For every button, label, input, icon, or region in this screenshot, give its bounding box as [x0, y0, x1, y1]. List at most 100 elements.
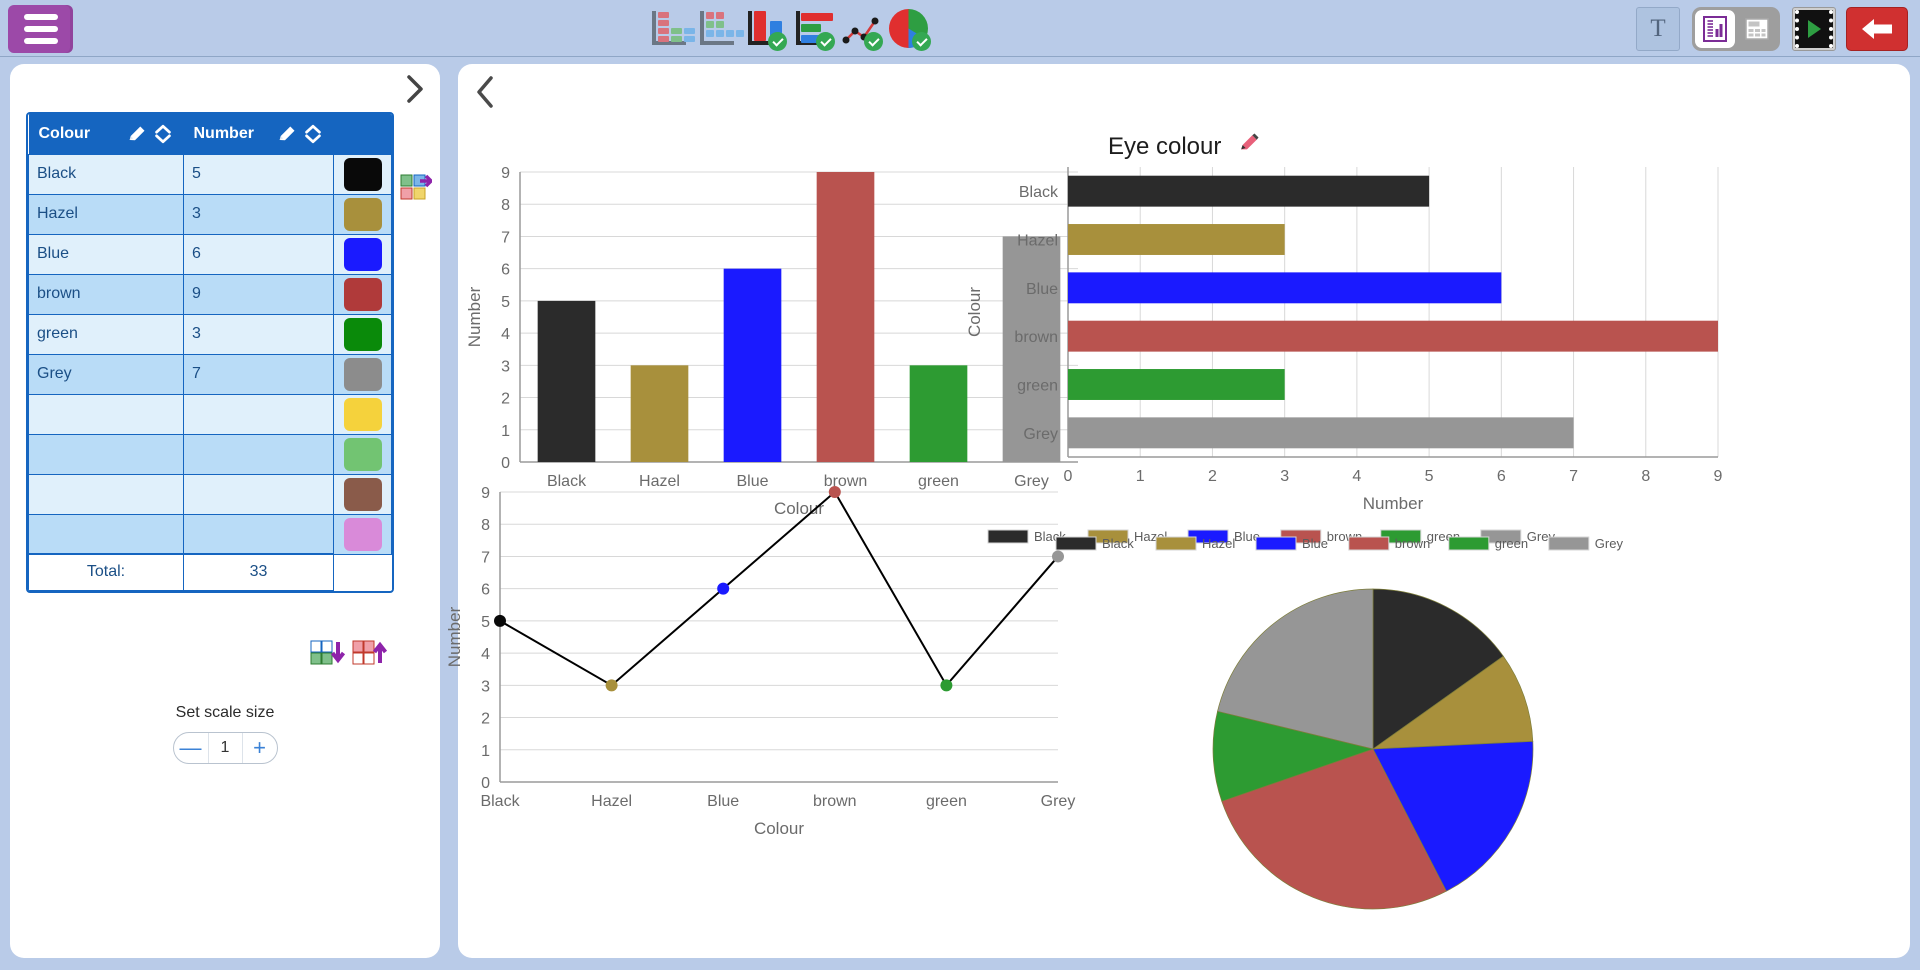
line-chart-tool[interactable] [837, 5, 884, 52]
bar[interactable] [1068, 320, 1718, 352]
bar[interactable] [1068, 224, 1285, 255]
cell-colour[interactable] [28, 513, 184, 555]
pie-slice[interactable] [1372, 741, 1534, 892]
cell-colour[interactable]: Grey [28, 353, 184, 395]
cell-number[interactable]: 6 [183, 233, 334, 275]
pie-slice[interactable] [1217, 588, 1374, 750]
table-view-toggle[interactable] [1737, 10, 1777, 48]
chart-view-toggle[interactable] [1695, 9, 1735, 48]
cell-number[interactable]: 5 [183, 153, 334, 195]
back-button[interactable] [1846, 6, 1908, 51]
cell-number[interactable] [183, 433, 334, 475]
cell-colour[interactable]: Black [28, 153, 184, 195]
cell-colour[interactable] [28, 433, 184, 475]
cell-swatch[interactable] [333, 273, 392, 315]
move-row-up-button[interactable] [352, 639, 388, 669]
cell-number[interactable]: 3 [183, 313, 334, 355]
cell-number[interactable] [183, 513, 334, 555]
edit-title-button[interactable] [1238, 132, 1260, 161]
cell-colour[interactable]: Hazel [28, 193, 184, 235]
legend-swatch [1348, 536, 1390, 551]
bar[interactable] [1068, 272, 1502, 304]
data-point[interactable] [1052, 550, 1064, 563]
pie-slice[interactable] [1371, 655, 1534, 750]
pie-slice[interactable] [1212, 710, 1375, 802]
column-header-number[interactable]: Number [183, 114, 334, 154]
menu-button[interactable] [8, 5, 73, 53]
bar[interactable] [1068, 417, 1574, 449]
scale-size-stepper[interactable]: — 1 + [172, 732, 278, 764]
x-tick-label: 2 [1208, 468, 1217, 485]
sort-updown-icon[interactable] [302, 123, 324, 145]
data-point[interactable] [494, 614, 506, 627]
cell-swatch[interactable] [333, 313, 392, 355]
bar[interactable] [723, 268, 782, 462]
table-header-row: Colour Num [28, 114, 392, 154]
colour-swatch[interactable] [343, 317, 382, 351]
cell-colour[interactable]: green [28, 313, 184, 355]
cell-swatch[interactable] [333, 153, 392, 195]
cell-colour[interactable]: brown [28, 273, 184, 315]
cell-swatch[interactable] [333, 353, 392, 395]
data-point[interactable] [605, 679, 618, 692]
pie-chart-tool[interactable] [885, 5, 932, 52]
cell-colour[interactable] [28, 393, 184, 435]
pie-slice[interactable] [1221, 748, 1447, 910]
colour-swatch[interactable] [343, 237, 382, 271]
pie-slice[interactable] [1372, 588, 1504, 750]
move-row-down-button[interactable] [310, 639, 346, 669]
edit-pencil-icon[interactable] [276, 123, 298, 145]
bar[interactable] [816, 172, 875, 462]
data-point[interactable] [828, 486, 841, 498]
cell-swatch[interactable] [333, 193, 392, 235]
colour-swatch[interactable] [343, 517, 382, 551]
x-tick-label: 9 [1714, 468, 1723, 485]
bar[interactable] [909, 365, 968, 462]
cell-number[interactable]: 3 [183, 193, 334, 235]
colour-swatch[interactable] [343, 197, 382, 231]
colour-swatch[interactable] [343, 357, 382, 391]
bar[interactable] [537, 300, 596, 462]
colour-swatch[interactable] [343, 397, 382, 431]
cell-swatch[interactable] [333, 433, 392, 475]
cell-number[interactable] [183, 473, 334, 515]
block-chart-tool[interactable] [693, 5, 744, 52]
collapse-sidebar-button[interactable] [400, 72, 430, 106]
cell-swatch[interactable] [333, 393, 392, 435]
bar[interactable] [1068, 175, 1430, 207]
colour-swatch[interactable] [343, 477, 382, 511]
bar[interactable] [630, 365, 689, 462]
cell-number[interactable]: 7 [183, 353, 334, 395]
x-tick-label: Grey [1014, 473, 1049, 490]
cell-colour[interactable] [28, 473, 184, 515]
bar-chart-tool[interactable] [741, 5, 788, 52]
move-row-down-icon [310, 640, 346, 665]
text-tool-button[interactable]: T [1636, 6, 1680, 51]
edit-pencil-icon[interactable] [126, 123, 148, 145]
chart-panel-back-button[interactable] [472, 74, 498, 110]
colour-swatch[interactable] [343, 157, 382, 191]
cell-number[interactable]: 9 [183, 273, 334, 315]
data-point[interactable] [940, 679, 953, 692]
data-point[interactable] [717, 582, 730, 595]
cell-swatch[interactable] [333, 473, 392, 515]
cell-colour[interactable]: Blue [28, 233, 184, 275]
cell-number[interactable] [183, 393, 334, 435]
pictogram-chart-icon [652, 11, 695, 45]
pictogram-chart-tool[interactable] [645, 5, 695, 52]
cell-swatch[interactable] [333, 233, 392, 275]
bar[interactable] [1068, 369, 1285, 400]
bar[interactable] [1002, 236, 1061, 462]
cell-swatch[interactable] [333, 513, 392, 555]
add-column-button[interactable] [400, 172, 434, 204]
colour-swatch[interactable] [343, 437, 382, 471]
scale-increase-button[interactable]: + [253, 735, 266, 760]
colour-swatch[interactable] [343, 277, 382, 311]
sort-updown-icon[interactable] [152, 123, 174, 145]
column-header-colour[interactable]: Colour [28, 114, 184, 154]
horizontal-bar-chart-tool[interactable] [789, 5, 836, 52]
scale-size-value[interactable]: 1 [207, 733, 243, 763]
y-tick-label: 4 [501, 326, 510, 343]
scale-decrease-button[interactable]: — [179, 735, 202, 760]
play-button[interactable] [1792, 6, 1836, 51]
